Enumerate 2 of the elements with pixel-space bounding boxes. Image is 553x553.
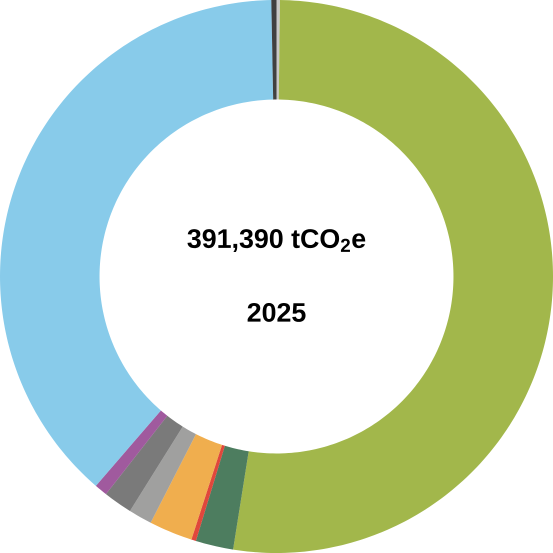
text: 2025 — [248, 302, 306, 322]
text: 391,390 tCO$_{2}$e — [187, 229, 366, 252]
